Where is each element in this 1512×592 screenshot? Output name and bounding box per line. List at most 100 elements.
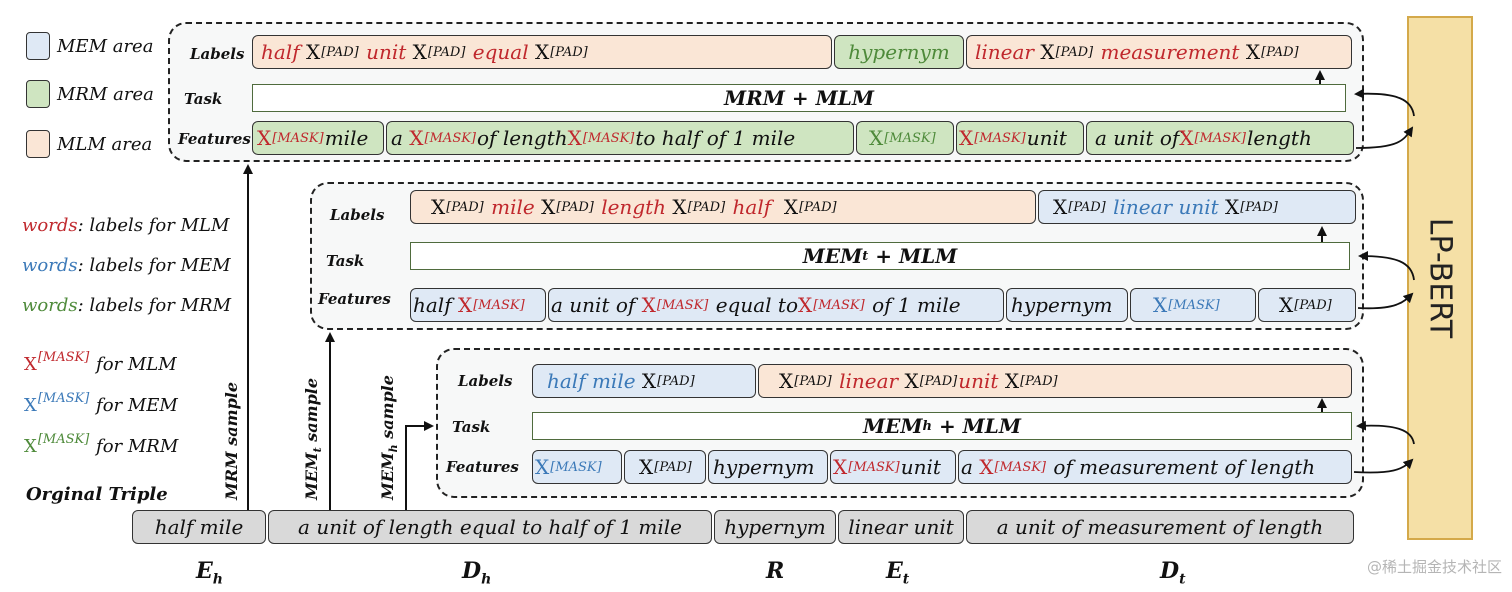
feature-word: unit [1026, 126, 1067, 150]
for-mlm-label: for MLM [96, 354, 177, 375]
eh-sub: h [212, 571, 223, 588]
pad-sup: [PAD] [427, 44, 466, 60]
x-token: X [869, 126, 884, 150]
memt-features-row-label: Features [318, 290, 391, 308]
label-r: R [766, 558, 785, 584]
xmask-blue-sup: [MASK] [37, 391, 90, 406]
memt-labels-row-label: Labels [330, 206, 385, 224]
pad-sup: [PAD] [550, 44, 588, 60]
pad-sup: [PAD] [556, 199, 594, 215]
label-dh: Dh [462, 558, 491, 587]
pad-sup: [PAD] [919, 373, 958, 389]
mask-sup: [MASK] [1168, 297, 1220, 313]
legend-words-mrm: words: labels for MRM [22, 295, 231, 316]
memt-feature-5: X [PAD] [1258, 288, 1356, 322]
label-word: half [261, 40, 300, 64]
mask-sup: [MASK] [424, 130, 477, 146]
legend-xmask-mrm: X[MASK] for MRM [24, 432, 178, 457]
mrm-feature-5: a unit of X [MASK] length [1086, 121, 1354, 155]
words-blue: words [22, 255, 78, 276]
legend-xmask-mlm: X[MASK] for MLM [24, 350, 177, 375]
memh-task-bar: MEM h + MLM [532, 412, 1352, 440]
feature-word: hypernym [713, 455, 815, 479]
pad-sup: [PAD] [1055, 44, 1094, 60]
pad-sup: [PAD] [1068, 199, 1106, 215]
memt-label-mlm: X [PAD] mile X [PAD] length X [PAD] half X[… [410, 190, 1036, 224]
mrm-feature-4: X [MASK] unit [956, 121, 1084, 155]
x-token: X [833, 455, 848, 479]
x-token: X [1179, 126, 1194, 150]
feature-word: unit [900, 455, 941, 479]
original-triple-label: Orginal Triple [26, 484, 168, 505]
x-token: X [567, 126, 582, 150]
label-word: mile [491, 195, 535, 219]
legend-words-mem: words: labels for MEM [22, 255, 231, 276]
xmask-red-sup: [MASK] [37, 350, 90, 365]
task-rest: + MLM [875, 244, 958, 268]
memh-sample-arrow [405, 421, 434, 510]
label-word: half mile [547, 369, 636, 393]
task-sub: t [862, 248, 869, 264]
memh-feature-2: X [PAD] [624, 450, 706, 484]
mask-sup: [MASK] [974, 130, 1026, 146]
feature-word: to half of 1 mile [635, 126, 796, 150]
memh-labels-row-label: Labels [458, 372, 513, 390]
mask-sup: [MASK] [550, 459, 602, 475]
dt-sub: t [1179, 571, 1186, 588]
mrm-label-mlm-2: linear X [PAD] measurement X [PAD] [966, 35, 1352, 69]
x-token: X [1279, 293, 1294, 317]
x-token: X [1225, 195, 1240, 219]
feature-word: half [413, 293, 452, 317]
x-token: X [979, 455, 994, 479]
memt-task-row-label: Task [326, 252, 365, 270]
mrm-labels-row-label: Labels [190, 45, 245, 63]
mask-sup: [MASK] [272, 130, 324, 146]
mask-sup: [MASK] [994, 459, 1047, 475]
mlm-area-label: MLM area [57, 134, 153, 155]
label-word: equal [472, 40, 529, 64]
memh-to-bert-arrow [1353, 458, 1414, 474]
mrm-feature-2: a X [MASK] of length X [MASK] to half of 1 mi… [386, 121, 854, 155]
mrm-to-bert-arrow [1355, 126, 1414, 149]
et-main: E [886, 558, 903, 584]
dt-main: D [1160, 558, 1180, 584]
triple-head-entity: half mile [132, 510, 266, 544]
task-sub: h [922, 418, 932, 434]
mrm-features-row-label: Features [178, 130, 251, 148]
bert-to-memh-arrow [1356, 420, 1415, 445]
words-green: words [22, 295, 78, 316]
mrm-task-row-label: Task [184, 90, 223, 108]
memt-feature-1: half X [MASK] [410, 288, 546, 322]
mask-sup: [MASK] [848, 459, 900, 475]
x-token: X [431, 195, 446, 219]
mrm-area-label: MRM area [57, 84, 154, 105]
mem-area-swatch [26, 32, 50, 60]
mlm-area-swatch [26, 130, 50, 158]
mask-sup: [MASK] [1194, 130, 1246, 146]
x-token: X [1040, 40, 1055, 64]
watermark: @稀土掘金技术社区 [1366, 558, 1502, 576]
x-token: X [257, 126, 272, 150]
feature-word: hypernym [1011, 293, 1113, 317]
label-word: hypernym [848, 40, 950, 64]
memh-feature-5: a X [MASK] of measurement of length [958, 450, 1352, 484]
mrm-feature-1: X [MASK] mile [252, 121, 384, 155]
task-name: MEM [802, 244, 863, 268]
pad-sup: [PAD] [657, 373, 695, 389]
label-word: length [601, 195, 667, 219]
label-eh: Eh [196, 558, 223, 587]
feature-word: a [961, 455, 973, 479]
x-token: X [305, 40, 321, 64]
label-word: half [732, 195, 772, 219]
pad-sup: [PAD] [1020, 373, 1058, 389]
mrm-feature-3: X [MASK] [856, 121, 954, 155]
feature-word: of length [477, 126, 568, 150]
feature-word: of 1 mile [872, 293, 961, 317]
x-token: X [457, 293, 473, 317]
xmask-green-sup: [MASK] [37, 432, 90, 447]
pad-sup: [PAD] [321, 44, 359, 60]
x-token: X [534, 40, 550, 64]
pad-sup: [PAD] [1240, 199, 1278, 215]
mask-sup: [MASK] [473, 297, 525, 313]
pad-sup: [PAD] [794, 373, 832, 389]
